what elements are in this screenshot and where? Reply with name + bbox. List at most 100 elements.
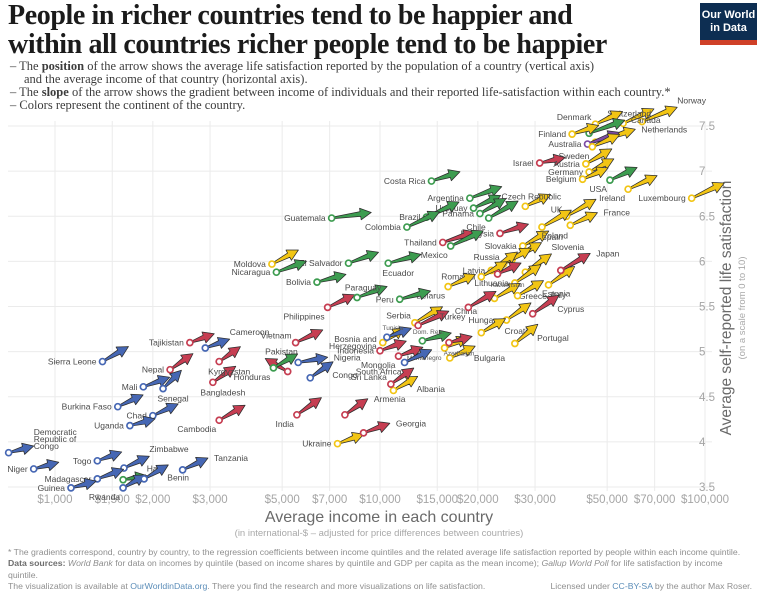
country-brazil: Brazil xyxy=(399,200,460,222)
country-label: Greece xyxy=(519,291,547,301)
country-label: Ireland xyxy=(599,193,625,203)
country-marker xyxy=(376,346,384,355)
country-marker xyxy=(378,338,387,347)
country-label: Malaysia xyxy=(460,228,494,238)
gradient-arrow xyxy=(470,291,497,307)
gradient-arrow xyxy=(120,393,144,407)
country-label: Bosnia and Herzegovina xyxy=(329,334,377,351)
country-marker xyxy=(306,373,315,382)
gradient-arrow xyxy=(612,166,638,180)
gradient-arrow xyxy=(527,193,552,207)
gradient-arrow xyxy=(330,293,356,308)
country-marker xyxy=(186,338,194,347)
gradient-arrow xyxy=(445,229,476,243)
country-romania: Romania xyxy=(441,261,508,282)
country-label: UK xyxy=(551,204,563,214)
country-russia: Russia xyxy=(474,247,532,268)
gradient-arrow xyxy=(145,375,171,387)
gradient-arrow xyxy=(125,474,146,488)
gradient-arrow xyxy=(185,457,209,470)
y-tick-label: 5 xyxy=(699,347,705,359)
country-marker xyxy=(403,223,411,231)
gradient-arrow xyxy=(584,166,609,180)
country-latvia: Latvia xyxy=(463,251,518,275)
license-link[interactable]: CC-BY-SA xyxy=(612,580,653,591)
gradient-arrow xyxy=(591,118,626,134)
gradient-arrow xyxy=(502,221,529,234)
country-marker xyxy=(119,484,127,492)
gradient-arrow xyxy=(99,467,125,479)
gradient-arrow xyxy=(99,449,123,462)
country-austria: Austria xyxy=(553,148,613,169)
country-marker xyxy=(67,484,75,492)
country-costa-rica: Costa Rica xyxy=(384,169,461,186)
country-ireland: Ireland xyxy=(599,174,658,203)
country-south-africa: South Africa xyxy=(356,348,433,376)
country-marker xyxy=(178,466,187,474)
country-label: Mongolia xyxy=(361,360,396,370)
country-marker xyxy=(493,270,502,278)
country-marker xyxy=(119,475,127,484)
country-label: Slovakia xyxy=(485,241,517,251)
gradient-arrow xyxy=(395,376,419,390)
gradient-arrow xyxy=(516,323,539,343)
country-marker xyxy=(166,365,174,374)
country-label: Albania xyxy=(417,384,446,394)
country-label: Mali xyxy=(122,382,138,392)
x-tick-label: $7,000 xyxy=(312,494,347,506)
gradient-arrow xyxy=(275,353,299,368)
gradient-arrow xyxy=(264,358,286,371)
gradient-arrow xyxy=(508,302,532,320)
country-label: Uruguay xyxy=(435,203,468,213)
country-label: Bangladesh xyxy=(200,387,245,397)
gradient-arrow xyxy=(351,250,379,264)
y-tick-label: 3.5 xyxy=(699,482,715,494)
country-label: Honduras xyxy=(234,372,271,382)
logo-line-1: Our World xyxy=(701,9,756,21)
country-marker xyxy=(585,168,593,176)
country-marker xyxy=(313,278,321,286)
country-indonesia: Indonesia xyxy=(337,339,407,356)
country-sri-lanka: Sri Lanka xyxy=(351,367,415,388)
country-label: Estonia xyxy=(542,288,571,298)
gradient-arrow xyxy=(482,198,507,214)
gradient-arrow xyxy=(420,310,450,326)
country-marker xyxy=(359,429,368,437)
gradient-arrow xyxy=(594,133,621,147)
country-marker xyxy=(477,272,486,281)
owid-link[interactable]: OurWorldinData.org xyxy=(130,580,208,591)
country-ukraine: Ukraine xyxy=(302,432,365,449)
x-tick-label: $30,000 xyxy=(514,494,556,506)
country-label: Sri Lanka xyxy=(351,372,387,382)
subtitle-bullet-position: – The position of the arrow shows the av… xyxy=(10,59,594,73)
gradient-arrow xyxy=(514,242,542,260)
country-mexico: Mexico xyxy=(421,229,484,260)
country-label: Ecuador xyxy=(382,268,414,278)
country-label: China xyxy=(455,306,477,316)
country-label: Peru xyxy=(376,294,394,304)
country-marker xyxy=(591,120,600,129)
country-guatemala: Guatemala xyxy=(284,207,372,223)
page-title: People in richer countries tend to be ha… xyxy=(8,1,700,59)
gradient-arrow xyxy=(146,464,169,479)
country-sweden: Sweden xyxy=(559,133,621,161)
country-marker xyxy=(427,177,436,185)
country-label: Belarus xyxy=(416,291,445,301)
country-marker xyxy=(469,204,478,212)
gradient-arrow xyxy=(406,348,433,363)
country-marker xyxy=(410,318,419,327)
country-marker xyxy=(440,344,449,352)
country-marker xyxy=(499,260,508,268)
gradient-arrow xyxy=(334,207,372,221)
gradient-arrow xyxy=(132,415,156,428)
country-dom-rep: Dom. Rep. xyxy=(413,329,452,345)
country-label: Senegal xyxy=(157,394,188,404)
gradient-arrow xyxy=(172,353,194,369)
gradient-arrow xyxy=(544,209,572,227)
country-label: Burkina Faso xyxy=(62,402,112,412)
country-label: Colombia xyxy=(365,222,401,232)
gradient-arrow xyxy=(519,280,544,296)
gradient-arrow xyxy=(73,478,97,490)
country-turkey: Turkey xyxy=(440,291,497,321)
gradient-arrow xyxy=(524,230,550,246)
